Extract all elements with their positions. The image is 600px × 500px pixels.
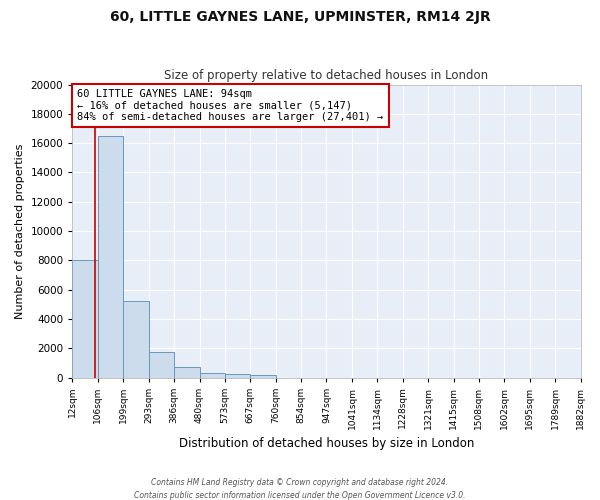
Text: Contains HM Land Registry data © Crown copyright and database right 2024.
Contai: Contains HM Land Registry data © Crown c… bbox=[134, 478, 466, 500]
Bar bbox=[250, 375, 275, 378]
Bar bbox=[149, 352, 174, 378]
Bar bbox=[225, 374, 250, 378]
Text: 60 LITTLE GAYNES LANE: 94sqm
← 16% of detached houses are smaller (5,147)
84% of: 60 LITTLE GAYNES LANE: 94sqm ← 16% of de… bbox=[77, 89, 383, 122]
Title: Size of property relative to detached houses in London: Size of property relative to detached ho… bbox=[164, 69, 488, 82]
Bar bbox=[98, 136, 123, 378]
Y-axis label: Number of detached properties: Number of detached properties bbox=[15, 144, 25, 318]
Bar bbox=[174, 366, 200, 378]
Text: 60, LITTLE GAYNES LANE, UPMINSTER, RM14 2JR: 60, LITTLE GAYNES LANE, UPMINSTER, RM14 … bbox=[110, 10, 490, 24]
X-axis label: Distribution of detached houses by size in London: Distribution of detached houses by size … bbox=[179, 437, 474, 450]
Bar bbox=[200, 373, 225, 378]
Bar bbox=[123, 302, 149, 378]
Bar bbox=[73, 260, 98, 378]
